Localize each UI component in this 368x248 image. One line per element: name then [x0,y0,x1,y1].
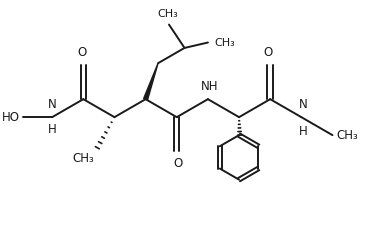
Text: NH: NH [201,80,218,93]
Text: N: N [48,98,57,111]
Text: N: N [299,98,307,111]
Text: H: H [299,125,307,138]
Text: HO: HO [2,111,20,124]
Text: CH₃: CH₃ [157,9,178,19]
Text: H: H [48,123,57,136]
Text: CH₃: CH₃ [214,37,235,48]
Text: O: O [77,46,86,59]
Text: CH₃: CH₃ [337,129,358,142]
Text: CH₃: CH₃ [72,152,94,165]
Text: O: O [264,46,273,59]
Polygon shape [144,63,158,100]
Text: O: O [174,157,183,170]
